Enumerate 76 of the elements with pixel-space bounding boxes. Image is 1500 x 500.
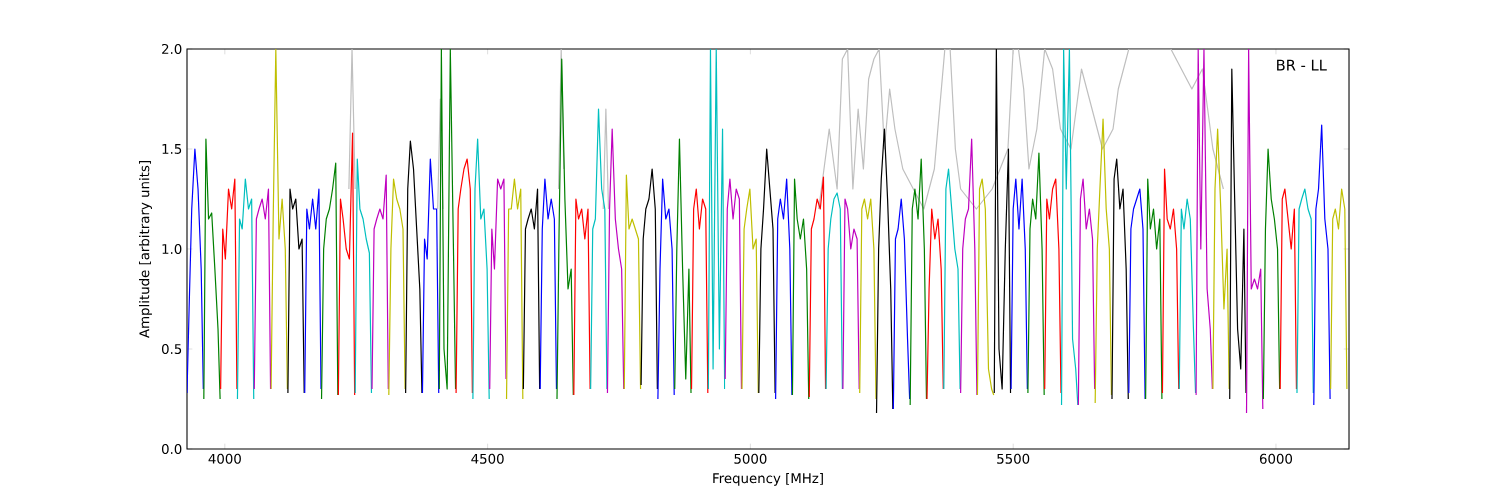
line-series (875, 128, 894, 414)
x-tick-label: 5000 (734, 453, 767, 464)
line-series (354, 158, 373, 394)
line-series (472, 138, 490, 400)
line-series (758, 148, 776, 394)
line-series (304, 188, 322, 394)
line-series (187, 148, 204, 394)
line-series (1060, 49, 1079, 406)
line-series (270, 49, 288, 390)
line-series (1296, 188, 1314, 394)
y-tick-label: 0.5 (161, 343, 182, 355)
line-series (455, 158, 473, 394)
line-series (674, 138, 692, 394)
line-series (707, 49, 726, 390)
line-series (405, 140, 423, 394)
line-series (1330, 188, 1348, 390)
y-tick-label: 1.0 (162, 243, 182, 255)
line-series (421, 158, 440, 394)
line-series (220, 178, 238, 390)
line-series (976, 178, 995, 396)
line-series (236, 178, 255, 400)
line-series (657, 178, 675, 400)
line-series (203, 138, 221, 400)
line-series (337, 132, 356, 396)
y-tick-label: 2.0 (162, 43, 182, 55)
line-series (808, 176, 827, 398)
line-series (388, 178, 406, 396)
line-series (1077, 178, 1096, 406)
x-axis-title: Frequency [MHz] (713, 472, 823, 486)
line-series (505, 178, 524, 400)
line-series (1044, 178, 1062, 394)
x-tick-label: 6000 (1259, 453, 1293, 464)
line-series (1111, 158, 1129, 400)
line-series (1195, 49, 1213, 396)
line-series (573, 198, 591, 396)
x-tick-label: 4500 (471, 453, 504, 464)
line-series (489, 178, 507, 390)
y-axis-title: Amplitude [arbitrary units] (139, 161, 152, 338)
line-series (909, 158, 928, 406)
line-series (1027, 152, 1045, 396)
line-series (1262, 148, 1281, 400)
line-series (1145, 178, 1163, 400)
line-series (825, 192, 843, 390)
line-series (371, 174, 389, 390)
annotation: BR - LL (1277, 59, 1327, 71)
x-tick-label: 5500 (997, 453, 1030, 464)
line-series (1229, 68, 1247, 400)
line-series (859, 198, 877, 400)
line-series (1010, 178, 1028, 390)
x-tick-label: 4000 (208, 453, 241, 464)
line-series (1212, 128, 1230, 390)
line-series (892, 198, 911, 410)
line-series (926, 208, 944, 400)
line-series (1161, 168, 1180, 394)
line-series (690, 188, 709, 394)
line-series (287, 188, 305, 394)
line-series (522, 188, 541, 390)
line-series (842, 198, 860, 390)
line-series (1313, 124, 1331, 406)
line-series (1279, 188, 1298, 390)
line-series (590, 108, 608, 390)
line-series (1094, 118, 1113, 404)
y-tick-label: 1.5 (162, 144, 182, 154)
line-series (623, 174, 642, 390)
line-series (1245, 49, 1264, 414)
line-series (320, 162, 339, 400)
line-series (606, 128, 625, 394)
line-series (438, 49, 457, 390)
line-series (943, 168, 961, 390)
line-series (791, 178, 810, 400)
line-series (253, 188, 272, 390)
line-series (960, 138, 978, 396)
y-tick-label: 0.0 (161, 443, 182, 455)
line-series (775, 178, 793, 400)
line-series (556, 58, 574, 400)
line-series (539, 178, 558, 390)
